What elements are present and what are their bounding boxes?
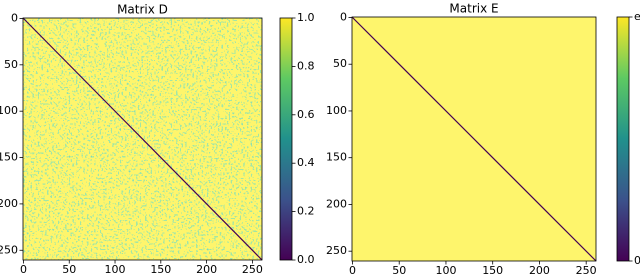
y-tick-label: 150 <box>0 151 18 164</box>
colorbar-tick-label: 0.6 <box>297 108 315 121</box>
colorbar-tick-label: 1.0 <box>297 11 315 24</box>
chart-title: Matrix D <box>117 3 168 17</box>
y-tick-label: 50 <box>333 57 347 70</box>
chart-title: Matrix E <box>449 2 498 16</box>
x-tick-label: 150 <box>482 264 503 275</box>
colorbar-tick-label: 0.2 <box>297 205 315 218</box>
x-tick-label: 50 <box>62 263 76 275</box>
diagonal <box>351 16 597 262</box>
y-tick-label: 200 <box>326 197 347 210</box>
colorbar <box>279 17 293 261</box>
colorbar-tick-label: 0.0 <box>297 253 315 266</box>
x-tick-label: 0 <box>349 264 356 275</box>
y-tick-label: 0 <box>340 10 347 23</box>
y-tick-label: 250 <box>326 244 347 257</box>
x-tick-label: 150 <box>150 263 171 275</box>
colorbar-tick-label: e <box>634 10 640 23</box>
x-tick-label: 50 <box>392 264 406 275</box>
y-tick-label: 100 <box>326 104 347 117</box>
y-tick-label: 0 <box>11 11 18 24</box>
y-tick-label: 200 <box>0 197 18 210</box>
plot-frame <box>351 16 597 262</box>
y-tick-label: 100 <box>0 104 18 117</box>
matrix-d-image <box>22 17 263 261</box>
colorbar-tick-label: 0 <box>634 254 640 267</box>
x-tick-label: 250 <box>576 264 597 275</box>
colorbar <box>616 16 630 262</box>
y-tick-label: 150 <box>326 151 347 164</box>
colorbar-tick-label: 0.8 <box>297 59 315 72</box>
y-tick-label: 50 <box>4 58 18 71</box>
x-tick-label: 100 <box>105 263 126 275</box>
x-tick-label: 200 <box>196 263 217 275</box>
x-tick-label: 100 <box>435 264 456 275</box>
x-tick-label: 200 <box>529 264 550 275</box>
plot-frame <box>22 17 263 261</box>
matrix-e-image <box>351 16 597 262</box>
colorbar-tick-label: 0.4 <box>297 156 315 169</box>
diagonal <box>22 17 263 261</box>
x-tick-label: 250 <box>242 263 263 275</box>
x-tick-label: 0 <box>20 263 27 275</box>
y-tick-label: 250 <box>0 243 18 256</box>
